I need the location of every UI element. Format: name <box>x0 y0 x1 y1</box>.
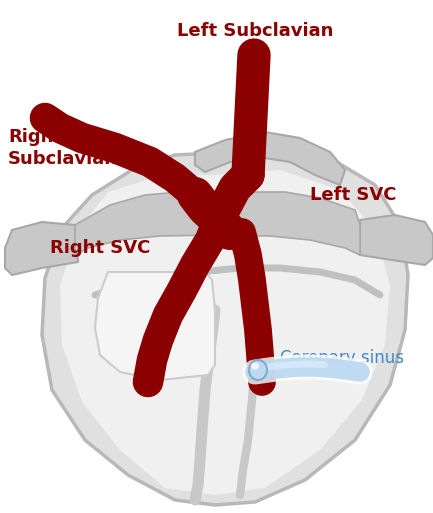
Polygon shape <box>360 215 433 265</box>
Text: Left Subclavian: Left Subclavian <box>177 22 333 40</box>
Polygon shape <box>75 192 360 255</box>
Polygon shape <box>95 272 215 380</box>
Polygon shape <box>42 148 408 505</box>
Polygon shape <box>5 222 78 275</box>
Ellipse shape <box>249 360 267 380</box>
Ellipse shape <box>251 363 259 369</box>
Text: Right
Atrium: Right Atrium <box>124 298 180 338</box>
Polygon shape <box>195 132 345 185</box>
Text: Coronary sinus: Coronary sinus <box>280 349 404 367</box>
Text: Right
Subclavian: Right Subclavian <box>8 128 118 168</box>
Text: Right SVC: Right SVC <box>50 239 150 257</box>
Polygon shape <box>60 170 390 495</box>
Text: Left SVC: Left SVC <box>310 186 397 204</box>
